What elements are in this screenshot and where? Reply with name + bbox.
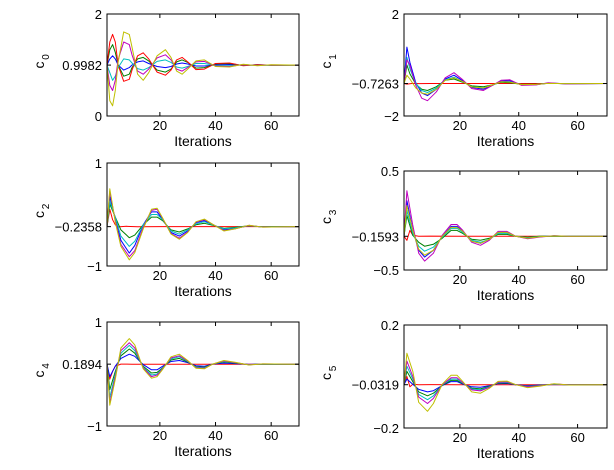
x-tick-label: 20 <box>153 268 167 283</box>
y-axis-label-c: c <box>318 217 334 224</box>
x-tick-label: 60 <box>264 268 278 283</box>
series-line-1 <box>403 229 607 241</box>
series-line-4 <box>106 58 300 81</box>
series-line-6 <box>106 338 300 406</box>
y-tick-label: 0.5 <box>381 164 399 179</box>
x-axis-label: Iterations <box>174 443 232 459</box>
series-line-4 <box>106 201 300 247</box>
y-tick-label: 1 <box>95 156 102 171</box>
y-axis-label: c0 <box>31 54 52 69</box>
x-tick-label: 40 <box>208 118 222 133</box>
axes-frame <box>106 162 300 267</box>
y-tick-label: −0.0319 <box>352 378 399 393</box>
x-tick-label: 40 <box>512 118 526 133</box>
x-axis-label: Iterations <box>477 133 535 149</box>
x-axis-label: Iterations <box>477 445 535 461</box>
y-tick-label: 2 <box>392 7 399 22</box>
y-axis-label-subscript: 4 <box>41 363 52 369</box>
series-line-4 <box>403 365 607 401</box>
x-tick-label: 60 <box>570 272 584 287</box>
x-tick-label: 20 <box>453 272 467 287</box>
x-tick-label: 40 <box>208 428 222 443</box>
x-axis-label: Iterations <box>174 133 232 149</box>
y-tick-label: 1 <box>95 315 102 330</box>
y-axis-label: c5 <box>318 365 339 380</box>
x-tick-label: 60 <box>570 430 584 445</box>
series-line-3 <box>106 348 300 391</box>
y-axis-label-c: c <box>31 211 47 218</box>
x-axis-label: Iterations <box>477 287 535 303</box>
y-axis-label-subscript: 1 <box>328 54 339 60</box>
x-tick-label: 40 <box>208 268 222 283</box>
axes-frame <box>106 321 300 427</box>
series-line-6 <box>403 352 608 412</box>
series-line-5 <box>403 190 608 262</box>
series-line-6 <box>403 74 608 95</box>
y-axis-label: c1 <box>318 54 339 69</box>
y-axis-label: c3 <box>318 209 339 224</box>
y-axis-label-c: c <box>318 373 334 380</box>
y-axis-label-c: c <box>31 62 47 69</box>
series-line-6 <box>106 31 300 107</box>
y-tick-label: −2 <box>384 109 399 124</box>
y-axis-label: c4 <box>31 363 52 378</box>
series-line-5 <box>403 360 607 404</box>
axes-frame <box>403 170 608 271</box>
y-axis-label-subscript: 5 <box>328 365 339 371</box>
y-tick-label: 0.2 <box>381 318 399 333</box>
series-line-1 <box>106 363 299 380</box>
y-tick-label: −1 <box>87 259 102 274</box>
y-tick-label: −0.7263 <box>352 77 399 92</box>
x-tick-label: 20 <box>153 118 167 133</box>
series-line-2 <box>403 64 608 91</box>
y-tick-label: −1 <box>87 419 102 434</box>
axes-frame <box>403 13 608 117</box>
series-line-1 <box>106 208 299 228</box>
axes-frame <box>403 324 608 429</box>
y-axis-label-subscript: 0 <box>41 54 52 60</box>
y-tick-label: 0.1894 <box>62 357 102 372</box>
y-axis-label-c: c <box>318 62 334 69</box>
y-tick-label: 2 <box>95 7 102 22</box>
x-tick-label: 20 <box>453 118 467 133</box>
y-tick-label: −0.2358 <box>55 220 102 235</box>
x-tick-label: 40 <box>512 272 526 287</box>
series-line-2 <box>106 196 300 254</box>
x-tick-label: 40 <box>512 430 526 445</box>
x-axis-label: Iterations <box>174 283 232 299</box>
y-tick-label: −0.5 <box>373 263 399 278</box>
x-tick-label: 20 <box>453 430 467 445</box>
series-line-5 <box>403 59 608 102</box>
x-tick-label: 20 <box>153 428 167 443</box>
series-line-2 <box>106 353 300 378</box>
series-line-3 <box>106 33 300 82</box>
y-tick-label: 0.9982 <box>62 58 102 73</box>
y-axis-label-c: c <box>31 371 47 378</box>
series-line-6 <box>106 188 300 261</box>
y-axis-label-subscript: 3 <box>328 209 339 215</box>
x-tick-label: 60 <box>570 118 584 133</box>
y-tick-label: −0.2 <box>373 421 399 436</box>
y-tick-label: −0.1593 <box>352 229 399 244</box>
series-line-6 <box>403 205 607 256</box>
series-line-4 <box>106 344 300 398</box>
x-tick-label: 60 <box>264 428 278 443</box>
y-axis-label: c2 <box>31 203 52 218</box>
x-tick-label: 60 <box>264 118 278 133</box>
y-tick-label: 0 <box>95 109 102 124</box>
y-axis-label-subscript: 2 <box>41 203 52 209</box>
series-line-3 <box>403 46 608 97</box>
